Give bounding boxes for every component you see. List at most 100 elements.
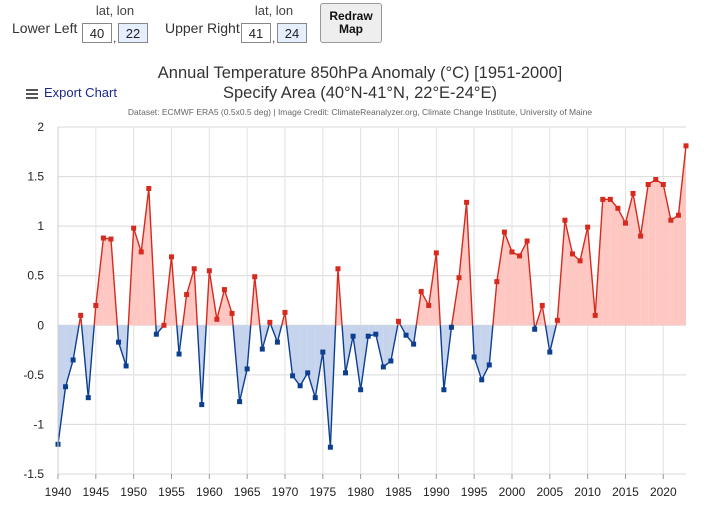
upper-right-lat-input[interactable] xyxy=(241,23,271,43)
data-point[interactable] xyxy=(191,266,197,272)
data-point[interactable] xyxy=(486,362,492,368)
data-point[interactable] xyxy=(600,196,606,202)
data-point[interactable] xyxy=(471,354,477,360)
data-point[interactable] xyxy=(252,274,258,280)
data-point[interactable] xyxy=(501,229,507,235)
data-point[interactable] xyxy=(108,236,114,242)
export-chart-button[interactable]: Export Chart xyxy=(26,85,117,101)
data-point[interactable] xyxy=(93,302,99,308)
data-point[interactable] xyxy=(524,238,530,244)
data-point[interactable] xyxy=(660,182,666,188)
data-point[interactable] xyxy=(274,339,280,345)
data-point[interactable] xyxy=(259,346,265,352)
data-point[interactable] xyxy=(395,318,401,324)
data-point[interactable] xyxy=(494,279,500,285)
data-point[interactable] xyxy=(138,249,144,255)
data-point[interactable] xyxy=(168,254,174,260)
data-point[interactable] xyxy=(244,366,250,372)
data-point[interactable] xyxy=(282,309,288,315)
data-point[interactable] xyxy=(146,185,152,191)
data-point[interactable] xyxy=(237,399,243,405)
data-point[interactable] xyxy=(403,332,409,338)
data-point[interactable] xyxy=(433,250,439,256)
data-point[interactable] xyxy=(63,384,69,390)
data-point[interactable] xyxy=(70,357,76,363)
data-point[interactable] xyxy=(297,383,303,389)
data-point[interactable] xyxy=(630,190,636,196)
upper-right-lon-input[interactable] xyxy=(277,23,307,43)
data-point[interactable] xyxy=(554,317,560,323)
lower-left-lon-input[interactable] xyxy=(118,23,148,43)
data-point[interactable] xyxy=(547,349,553,355)
data-point[interactable] xyxy=(214,316,220,322)
data-point[interactable] xyxy=(305,370,311,376)
data-point[interactable] xyxy=(479,377,485,383)
data-point[interactable] xyxy=(267,319,273,325)
negative-series-line xyxy=(329,325,337,448)
data-point[interactable] xyxy=(683,143,689,149)
data-point[interactable] xyxy=(464,199,470,205)
data-point[interactable] xyxy=(153,331,159,337)
data-point[interactable] xyxy=(607,196,613,202)
data-point[interactable] xyxy=(645,182,651,188)
negative-series-line xyxy=(270,325,279,343)
data-point[interactable] xyxy=(418,289,424,295)
positive-series-line xyxy=(492,281,498,326)
data-point[interactable] xyxy=(577,258,583,264)
data-point[interactable] xyxy=(335,266,341,272)
redraw-map-button[interactable]: Redraw Map xyxy=(320,3,382,43)
data-point[interactable] xyxy=(668,217,674,223)
data-point[interactable] xyxy=(441,387,447,393)
positive-series-line xyxy=(586,227,596,316)
negative-series-line xyxy=(439,325,445,390)
data-point[interactable] xyxy=(100,235,106,241)
data-point[interactable] xyxy=(615,205,621,211)
data-point[interactable] xyxy=(358,387,364,393)
y-tick-label: 0.5 xyxy=(27,269,44,283)
data-point[interactable] xyxy=(229,310,235,316)
data-point[interactable] xyxy=(373,331,379,337)
data-point[interactable] xyxy=(131,225,137,231)
data-point[interactable] xyxy=(675,212,681,218)
data-point[interactable] xyxy=(570,251,576,257)
data-point[interactable] xyxy=(221,287,227,293)
data-point[interactable] xyxy=(426,302,432,308)
data-point[interactable] xyxy=(448,324,454,330)
data-point[interactable] xyxy=(161,322,167,328)
data-point[interactable] xyxy=(123,363,129,369)
data-point[interactable] xyxy=(532,326,538,332)
positive-area-fill xyxy=(496,232,505,326)
data-point[interactable] xyxy=(327,444,333,450)
data-point[interactable] xyxy=(456,275,462,281)
data-point[interactable] xyxy=(206,268,212,274)
hamburger-menu-icon xyxy=(26,87,38,101)
negative-series-line xyxy=(359,336,369,390)
data-point[interactable] xyxy=(539,302,545,308)
data-point[interactable] xyxy=(290,373,296,379)
lower-left-lat-input[interactable] xyxy=(82,23,112,43)
data-point[interactable] xyxy=(78,312,84,318)
data-point[interactable] xyxy=(517,253,523,259)
data-point[interactable] xyxy=(622,220,628,226)
data-point[interactable] xyxy=(585,224,591,230)
data-point[interactable] xyxy=(116,339,122,345)
data-point[interactable] xyxy=(509,249,515,255)
data-point[interactable] xyxy=(176,351,182,357)
data-point[interactable] xyxy=(365,333,371,339)
data-point[interactable] xyxy=(199,402,205,408)
x-tick-label: 1970 xyxy=(272,485,299,499)
data-point[interactable] xyxy=(320,349,326,355)
data-point[interactable] xyxy=(184,292,190,298)
data-point[interactable] xyxy=(85,395,91,401)
data-point[interactable] xyxy=(343,370,349,376)
data-point[interactable] xyxy=(411,341,417,347)
positive-area-fill xyxy=(519,241,528,326)
data-point[interactable] xyxy=(638,233,644,239)
data-point[interactable] xyxy=(562,217,568,223)
data-point[interactable] xyxy=(350,333,356,339)
data-point[interactable] xyxy=(388,358,394,364)
data-point[interactable] xyxy=(592,312,598,318)
data-point[interactable] xyxy=(312,395,318,401)
data-point[interactable] xyxy=(653,177,659,183)
data-point[interactable] xyxy=(380,364,386,370)
